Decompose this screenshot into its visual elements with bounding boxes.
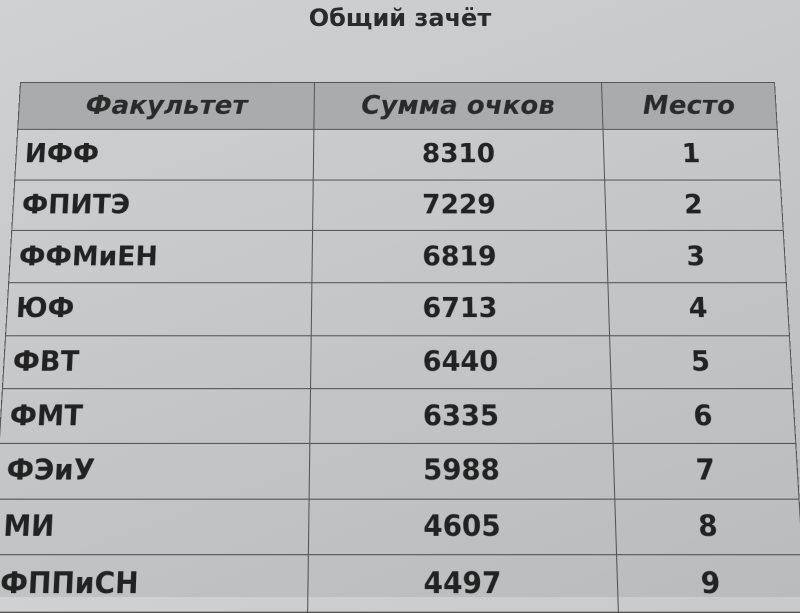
header-place: Место	[601, 82, 778, 130]
faculty-cell: ФПИТЭ	[11, 179, 314, 231]
faculty-cell: ИФФ	[14, 129, 314, 180]
faculty-cell: ФВТ	[2, 335, 312, 389]
place-cell: 5	[609, 335, 793, 389]
faculty-cell: ЮФ	[5, 282, 312, 336]
faculty-cell: ФППиСН	[0, 554, 309, 613]
score-cell: 4497	[307, 554, 618, 613]
table-row: ФМТ 6335 6	[0, 388, 796, 444]
score-cell: 6713	[311, 282, 610, 336]
table-row: ФВТ 6440 5	[2, 335, 793, 389]
place-cell: 1	[602, 129, 781, 180]
table-row: ФФМиЕН 6819 3	[8, 230, 787, 283]
header-score: Сумма очков	[313, 82, 603, 130]
place-cell: 2	[604, 179, 784, 231]
table-row: ЮФ 6713 4	[5, 282, 790, 336]
score-cell: 5988	[309, 443, 615, 499]
score-cell: 6335	[309, 388, 613, 444]
table-row: МИ 4605 8	[0, 498, 800, 555]
results-table: Факультет Сумма очков Место ИФФ 8310 1 ФПИТ…	[0, 82, 800, 613]
table-row: ФППиСН 4497 9	[0, 554, 800, 613]
place-cell: 6	[610, 388, 796, 444]
place-cell: 4	[607, 282, 790, 336]
place-cell: 8	[614, 498, 800, 555]
table-row: ИФФ 8310 1	[14, 129, 781, 180]
table-header-row: Факультет Сумма очков Место	[17, 82, 778, 130]
place-cell: 7	[612, 443, 800, 499]
score-cell: 6440	[310, 335, 611, 389]
table-row: ФПИТЭ 7229 2	[11, 179, 784, 231]
faculty-cell: ФЭиУ	[0, 443, 310, 499]
page-title: Общий зачёт	[308, 4, 492, 32]
faculty-cell: МИ	[0, 498, 310, 555]
place-cell: 3	[605, 230, 787, 283]
score-cell: 8310	[313, 129, 605, 180]
place-cell: 9	[616, 554, 800, 613]
table-row: ФЭиУ 5988 7	[0, 443, 800, 499]
header-faculty: Факультет	[17, 82, 315, 130]
faculty-cell: ФФМиЕН	[8, 230, 313, 283]
table-body: ИФФ 8310 1 ФПИТЭ 7229 2 ФФМиЕН 6819 3 ЮФ 6713 4 ФВТ 6…	[0, 129, 800, 613]
results-table-container: Факультет Сумма очков Место ИФФ 8310 1 ФПИТ…	[0, 82, 800, 613]
score-cell: 6819	[311, 230, 608, 283]
score-cell: 7229	[312, 179, 606, 231]
faculty-cell: ФМТ	[0, 388, 311, 444]
score-cell: 4605	[308, 498, 617, 555]
